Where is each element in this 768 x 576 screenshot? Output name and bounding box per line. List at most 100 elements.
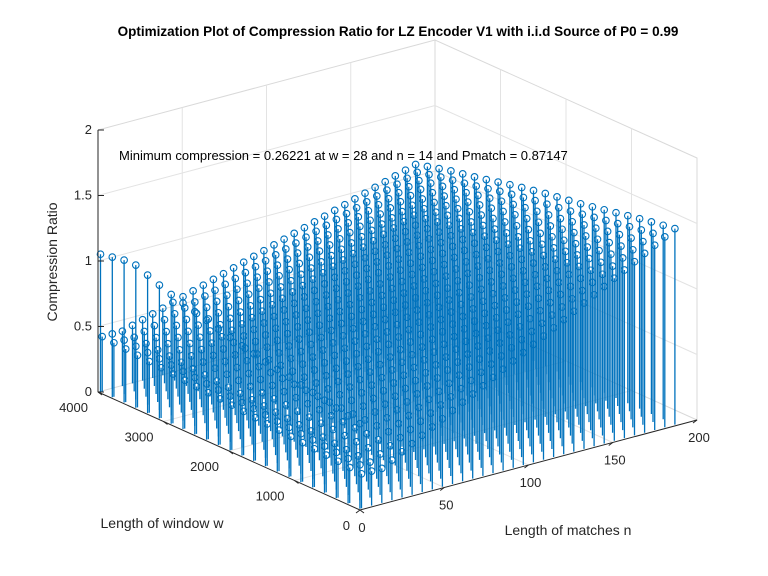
stem-marker xyxy=(465,281,474,290)
x-axis-label: Length of matches n xyxy=(505,522,632,538)
stem-marker xyxy=(507,343,516,352)
stem-marker xyxy=(627,234,635,242)
stem-marker xyxy=(148,310,157,318)
stem-marker xyxy=(308,275,317,284)
stem-marker xyxy=(612,208,620,217)
stem-marker xyxy=(453,358,462,366)
stem-marker xyxy=(448,406,457,415)
y-tick-label: 4000 xyxy=(59,400,88,415)
stem-marker xyxy=(393,405,401,414)
stem-marker xyxy=(354,452,363,460)
stem-marker xyxy=(580,221,588,229)
stem-marker xyxy=(354,282,363,291)
stem-marker xyxy=(411,294,420,302)
y-tick xyxy=(294,480,299,484)
stem-marker xyxy=(339,417,347,426)
stem-marker xyxy=(219,345,228,353)
stem-marker xyxy=(288,367,297,376)
stem-marker xyxy=(509,200,518,209)
stem-marker xyxy=(443,284,452,292)
stem-marker xyxy=(327,326,336,335)
minimum-annotation: Minimum compression = 0.26221 at w = 28 … xyxy=(119,148,568,163)
stem-marker xyxy=(288,288,297,296)
stem-marker xyxy=(468,228,477,237)
stem-marker xyxy=(330,273,339,282)
stem-marker xyxy=(226,314,235,323)
stem-marker xyxy=(369,394,378,403)
stem-marker xyxy=(377,291,386,300)
stem-marker xyxy=(377,373,386,382)
stem-marker xyxy=(369,236,378,245)
stem-marker xyxy=(415,176,423,185)
stem-marker xyxy=(246,301,255,310)
stem-marker xyxy=(590,213,598,222)
stem-marker xyxy=(236,308,245,316)
x-tick xyxy=(524,464,529,469)
stem-marker xyxy=(133,351,142,360)
stem-marker xyxy=(649,229,657,238)
stem-marker xyxy=(342,209,351,218)
stem-marker xyxy=(536,306,545,315)
stem-marker xyxy=(367,226,376,235)
stem-marker xyxy=(447,308,455,316)
stem-marker xyxy=(573,251,582,259)
stem-marker xyxy=(190,298,199,306)
stem-marker xyxy=(450,332,459,341)
stem-marker xyxy=(411,376,420,385)
stem-marker xyxy=(172,321,181,330)
stem-marker xyxy=(465,207,474,216)
stem-marker xyxy=(180,376,189,385)
y-tick xyxy=(163,421,168,425)
stem-marker xyxy=(394,333,403,341)
stem-marker xyxy=(566,282,575,291)
stem-marker xyxy=(204,315,213,323)
stem-marker xyxy=(263,267,272,276)
stem-marker xyxy=(401,301,410,309)
stem-marker xyxy=(532,282,541,291)
stem-marker xyxy=(222,291,231,300)
stem-marker xyxy=(539,332,548,340)
stem-marker xyxy=(371,247,379,256)
stem-marker xyxy=(494,247,502,256)
stem-marker xyxy=(494,178,502,186)
stem-marker xyxy=(189,364,197,373)
y-tick xyxy=(359,509,365,514)
stem-marker xyxy=(532,207,541,216)
stem-marker xyxy=(426,245,435,254)
stem-marker xyxy=(546,298,555,307)
stem-marker xyxy=(534,218,543,227)
stem-marker xyxy=(548,232,556,241)
stem-marker xyxy=(313,309,322,318)
stem-marker xyxy=(285,373,293,382)
stem-marker xyxy=(598,270,607,279)
stem-marker xyxy=(485,347,494,355)
stem-marker xyxy=(401,166,410,175)
stem-marker xyxy=(319,268,327,277)
stem-marker xyxy=(324,302,332,311)
axes xyxy=(97,129,698,514)
stem-marker xyxy=(489,289,497,298)
stem-marker xyxy=(318,346,327,354)
stem-marker xyxy=(276,283,285,291)
stem-marker xyxy=(383,186,391,194)
stem-marker xyxy=(436,173,445,181)
stem-marker xyxy=(428,188,437,197)
stem-marker xyxy=(202,303,211,312)
stem-marker xyxy=(386,273,395,281)
stem-marker xyxy=(549,323,558,332)
stem-marker xyxy=(298,281,307,290)
stem-marker xyxy=(297,347,305,356)
stem-marker xyxy=(448,176,457,185)
stem-marker xyxy=(310,218,319,226)
stem-marker xyxy=(430,348,438,356)
stem-marker xyxy=(271,408,280,417)
stem-marker xyxy=(364,275,373,284)
stem-marker xyxy=(130,333,139,342)
stem-marker xyxy=(418,343,427,351)
stem-marker xyxy=(260,402,268,410)
stem-marker xyxy=(418,195,427,203)
stem-marker xyxy=(372,192,381,200)
stem-marker xyxy=(487,278,496,286)
stem-marker xyxy=(364,443,373,452)
stem-marker xyxy=(143,271,152,279)
